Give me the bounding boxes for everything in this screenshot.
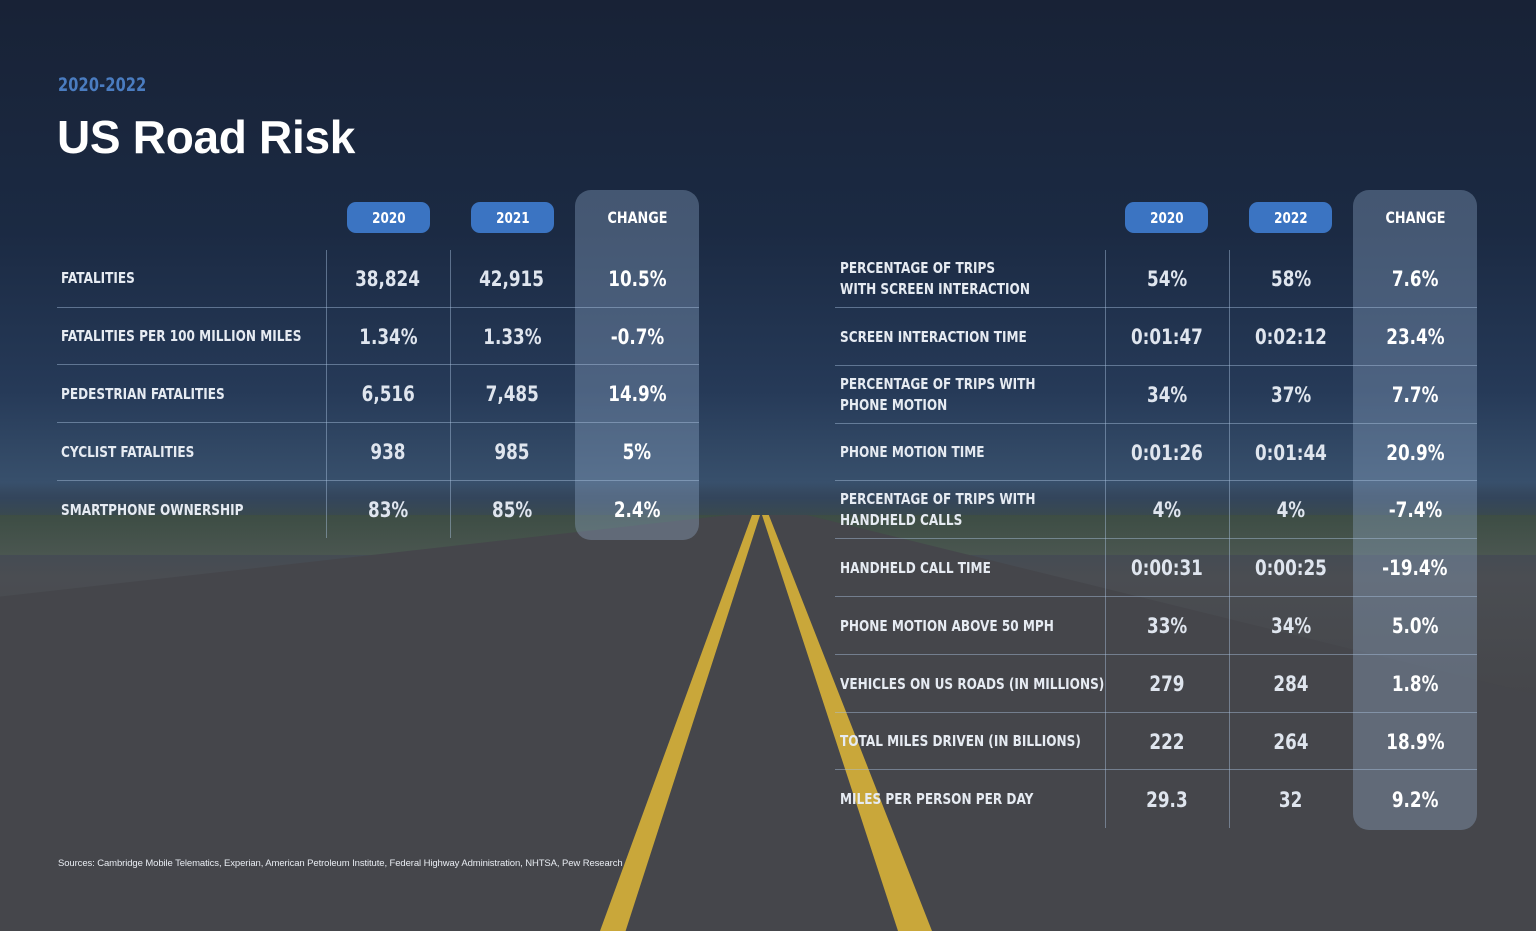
value-2022: 37% [1270,383,1312,407]
value-2022: 4% [1276,498,1306,522]
row-label: HANDHELD CALL TIME [840,558,991,577]
value-2021: 985 [494,440,530,464]
value-2022: 34% [1270,614,1312,638]
table-row: TOTAL MILES DRIVEN (IN BILLIONS) 222 264… [835,712,1477,770]
column-header-label: 2020 [1149,208,1184,227]
value-2020: 6,516 [361,382,415,406]
value-change: -19.4% [1382,556,1448,580]
value-2020: 33% [1146,614,1188,638]
row-label: SMARTPHONE OWNERSHIP [61,500,244,519]
value-2020: 38,824 [355,266,421,291]
column-header-2020: 2020 [1125,202,1208,233]
row-label: FATALITIES [61,269,135,287]
value-2020: 54% [1146,266,1188,291]
value-change: 10.5% [607,266,667,291]
table-row: VEHICLES ON US ROADS (IN MILLIONS) 279 2… [835,654,1477,713]
value-change: -7.4% [1388,498,1442,522]
value-2021: 85% [491,498,533,522]
column-divider [450,250,451,538]
change-column-highlight [1353,190,1477,830]
value-2021: 1.33% [482,324,542,349]
table-row: PERCENTAGE OF TRIPS WITH PHONE MOTION 34%… [835,365,1477,424]
value-2022: 58% [1270,266,1312,291]
value-2022: 0:02:12 [1255,325,1327,349]
value-change: 5.0% [1391,614,1439,638]
table-row: PERCENTAGE OF TRIPS WITH SCREEN INTERACTI… [835,250,1477,307]
table-row: FATALITIES PER 100 MILLION MILES 1.34% 1… [57,307,699,365]
row-label: PHONE MOTION ABOVE 50 MPH [840,616,1054,635]
value-change: 14.9% [607,382,667,406]
table-row: PERCENTAGE OF TRIPS WITH HANDHELD CALLS 4… [835,480,1477,539]
row-label: SCREEN INTERACTION TIME [840,327,1027,346]
value-change: 23.4% [1385,325,1445,349]
value-2022: 0:00:25 [1255,556,1327,580]
table-row: CYCLIST FATALITIES 938 985 5% [57,422,699,481]
row-label: MILES PER PERSON PER DAY [840,790,1034,808]
table-row: SCREEN INTERACTION TIME 0:01:47 0:02:12 … [835,307,1477,366]
column-header-change: CHANGE [1353,208,1477,227]
column-header-label: 2020 [371,208,406,227]
column-header-2020: 2020 [347,202,430,233]
value-2022: 32 [1279,787,1303,812]
date-range: 2020-2022 [58,74,147,96]
value-2022: 284 [1273,672,1309,696]
column-header-change: CHANGE [575,208,699,227]
row-label: TOTAL MILES DRIVEN (IN BILLIONS) [840,732,1081,750]
value-2020: 4% [1152,498,1182,522]
value-2021: 7,485 [485,382,539,406]
value-2020: 1.34% [358,324,418,349]
row-label: VEHICLES ON US ROADS (IN MILLIONS) [840,674,1105,693]
page-title: US Road Risk [57,111,356,163]
value-change: 2.4% [613,498,661,522]
column-header-label: 2022 [1273,208,1308,227]
row-label: PERCENTAGE OF TRIPS WITH HANDHELD CALLS [840,490,1036,529]
value-2020: 0:01:26 [1131,440,1203,465]
value-2020: 0:01:47 [1131,325,1203,349]
table-row: MILES PER PERSON PER DAY 29.3 32 9.2% [835,769,1477,829]
row-label: PEDESTRIAN FATALITIES [61,384,225,403]
table-row: FATALITIES 38,824 42,915 10.5% [57,250,699,307]
row-label: PERCENTAGE OF TRIPS WITH SCREEN INTERACTI… [840,258,1030,298]
row-label: FATALITIES PER 100 MILLION MILES [61,327,302,345]
sources-footnote: Sources: Cambridge Mobile Telematics, Ex… [58,858,623,869]
value-change: -0.7% [610,324,664,349]
value-2020: 34% [1146,383,1188,407]
row-label: PERCENTAGE OF TRIPS WITH PHONE MOTION [840,375,1036,414]
table-row: PHONE MOTION ABOVE 50 MPH 33% 34% 5.0% [835,596,1477,655]
value-2020: 222 [1149,729,1185,754]
column-header-label: 2021 [495,208,530,227]
row-label: CYCLIST FATALITIES [61,442,195,461]
value-2020: 0:00:31 [1131,556,1203,580]
change-column-highlight [575,190,699,540]
row-label: PHONE MOTION TIME [840,443,985,461]
value-change: 1.8% [1391,672,1439,696]
value-2021: 42,915 [479,266,545,291]
table-row: PEDESTRIAN FATALITIES 6,516 7,485 14.9% [57,364,699,423]
value-change: 9.2% [1391,787,1439,812]
value-change: 20.9% [1385,440,1445,465]
value-2022: 264 [1273,729,1309,754]
value-change: 7.6% [1391,266,1439,291]
column-header-label: CHANGE [1385,208,1445,227]
column-divider [1105,250,1106,828]
table-row: HANDHELD CALL TIME 0:00:31 0:00:25 -19.4… [835,538,1477,597]
value-2020: 29.3 [1146,787,1188,812]
value-2020: 83% [367,498,409,522]
value-2022: 0:01:44 [1255,440,1327,465]
column-divider [1229,250,1230,828]
column-header-2021: 2021 [471,202,554,233]
value-2020: 279 [1149,672,1185,696]
value-change: 18.9% [1385,729,1445,754]
value-2020: 938 [370,440,406,464]
value-change: 7.7% [1391,383,1439,407]
column-divider [326,250,327,538]
table-row: PHONE MOTION TIME 0:01:26 0:01:44 20.9% [835,423,1477,481]
table-row: SMARTPHONE OWNERSHIP 83% 85% 2.4% [57,480,699,539]
column-header-2022: 2022 [1249,202,1332,233]
value-change: 5% [622,440,652,464]
column-header-label: CHANGE [607,208,667,227]
